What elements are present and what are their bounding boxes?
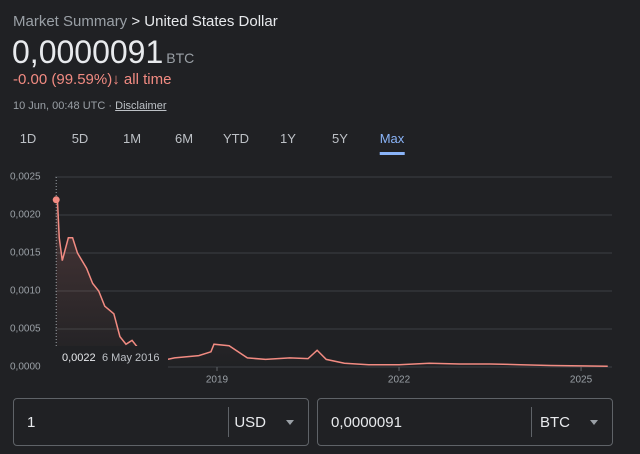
- x-tick-label: 2022: [388, 375, 411, 386]
- tooltip-box: [53, 346, 168, 368]
- y-tick-label: 0,0005: [10, 324, 41, 335]
- timestamp-row: 10 Jun, 00:48 UTC · Disclaimer: [13, 100, 166, 112]
- hover-dot: [52, 196, 60, 204]
- change-text: -0.00 (99.59%): [13, 71, 113, 88]
- range-tabs: 1D 5D 1M 6M YTD 1Y 5Y Max: [0, 131, 430, 155]
- breadcrumb: Market Summary > United States Dollar: [13, 13, 278, 30]
- price-unit: BTC: [166, 50, 195, 66]
- range-tab[interactable]: 5D: [71, 131, 89, 146]
- y-tick-label: 0,0025: [10, 172, 41, 183]
- range-tab[interactable]: 1M: [122, 131, 142, 146]
- disclaimer[interactable]: Disclaimer: [115, 100, 167, 112]
- chart: 0,0000 0,0005 0,0010 0,0015 0,0020 0,0025 2019…: [10, 172, 612, 386]
- x-tick-label: 2025: [570, 375, 593, 386]
- y-tick-label: 0,0000: [10, 362, 41, 373]
- y-tick-label: 0,0020: [10, 210, 41, 221]
- line: [56, 199, 608, 368]
- breadcrumb-link[interactable]: Market Summary: [13, 13, 128, 30]
- y-tick-label: 0,0015: [10, 248, 41, 259]
- to-currency[interactable]: BTC: [540, 414, 570, 431]
- area: [56, 199, 608, 367]
- separator: >: [131, 13, 141, 30]
- divider: [228, 407, 229, 437]
- price-value: 0,0000091: [12, 34, 164, 70]
- x-tick-label: 2019: [206, 375, 229, 386]
- to-amount[interactable]: 0,0000091: [331, 414, 402, 431]
- title: United States Dollar: [144, 13, 278, 30]
- range-tab[interactable]: Max: [379, 131, 405, 155]
- from-currency[interactable]: USD: [234, 414, 266, 431]
- range-tab[interactable]: 1D: [19, 131, 37, 146]
- arrow: ↓: [112, 71, 120, 88]
- dot: ·: [108, 100, 113, 112]
- caret: [286, 420, 294, 429]
- from-amount[interactable]: 1: [27, 414, 36, 431]
- from-box[interactable]: 1 USD: [13, 398, 309, 446]
- caret: [590, 420, 598, 429]
- to-box[interactable]: 0,0000091 BTC: [317, 398, 613, 446]
- period: all time: [123, 71, 172, 88]
- y-tick-label: 0,0010: [10, 286, 41, 297]
- change: -0.00 (99.59%)↓ all time: [13, 71, 171, 88]
- range-tab[interactable]: 6M: [174, 131, 194, 146]
- price: 0,0000091 BTC: [12, 34, 194, 71]
- timestamp: 10 Jun, 00:48 UTC: [13, 100, 106, 112]
- range-tab[interactable]: YTD: [223, 131, 249, 146]
- tooltip-date: 6 May 2016: [102, 352, 159, 364]
- divider: [531, 407, 532, 437]
- range-tab[interactable]: 5Y: [332, 131, 348, 146]
- range-tab[interactable]: 1Y: [280, 131, 296, 146]
- tooltip-value: 0,0022: [62, 352, 96, 364]
